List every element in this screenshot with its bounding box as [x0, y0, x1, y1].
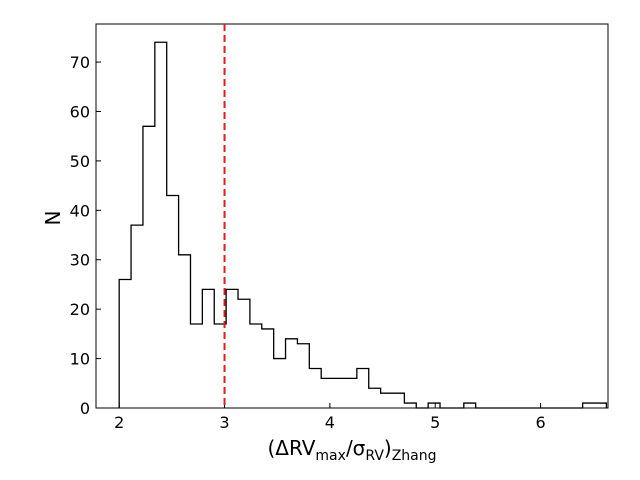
x-axis-label-slash: /σ: [346, 436, 366, 460]
x-axis-label-close: ): [384, 436, 392, 460]
x-tick-label: 5: [430, 413, 440, 432]
x-axis-label: (ΔRVmax/σRV)Zhang: [267, 436, 436, 464]
x-tick-label: 2: [114, 413, 124, 432]
x-tick-label: 4: [325, 413, 335, 432]
x-ticks: 2 3 4 5 6: [114, 403, 546, 432]
x-axis-label-sub-rv: RV: [365, 448, 384, 464]
x-axis-label-sub-zhang: Zhang: [392, 448, 437, 464]
y-tick-label: 30: [70, 251, 90, 270]
y-tick-label: 50: [70, 152, 90, 171]
y-tick-label: 20: [70, 300, 90, 319]
y-ticks: 0 10 20 30 40 50 60 70: [70, 53, 101, 418]
x-axis-label-sub-max: max: [315, 448, 346, 464]
y-tick-label: 0: [80, 399, 90, 418]
histogram-outline: [118, 41, 608, 409]
x-axis-label-open: (ΔRV: [267, 436, 315, 460]
x-tick-label: 6: [535, 413, 545, 432]
y-tick-label: 40: [70, 201, 90, 220]
y-tick-label: 10: [70, 350, 90, 369]
y-tick-label: 70: [70, 53, 90, 72]
y-tick-label: 60: [70, 102, 90, 121]
y-axis-label: N: [41, 211, 65, 226]
plot-frame: [95, 23, 609, 409]
x-tick-label: 3: [219, 413, 229, 432]
